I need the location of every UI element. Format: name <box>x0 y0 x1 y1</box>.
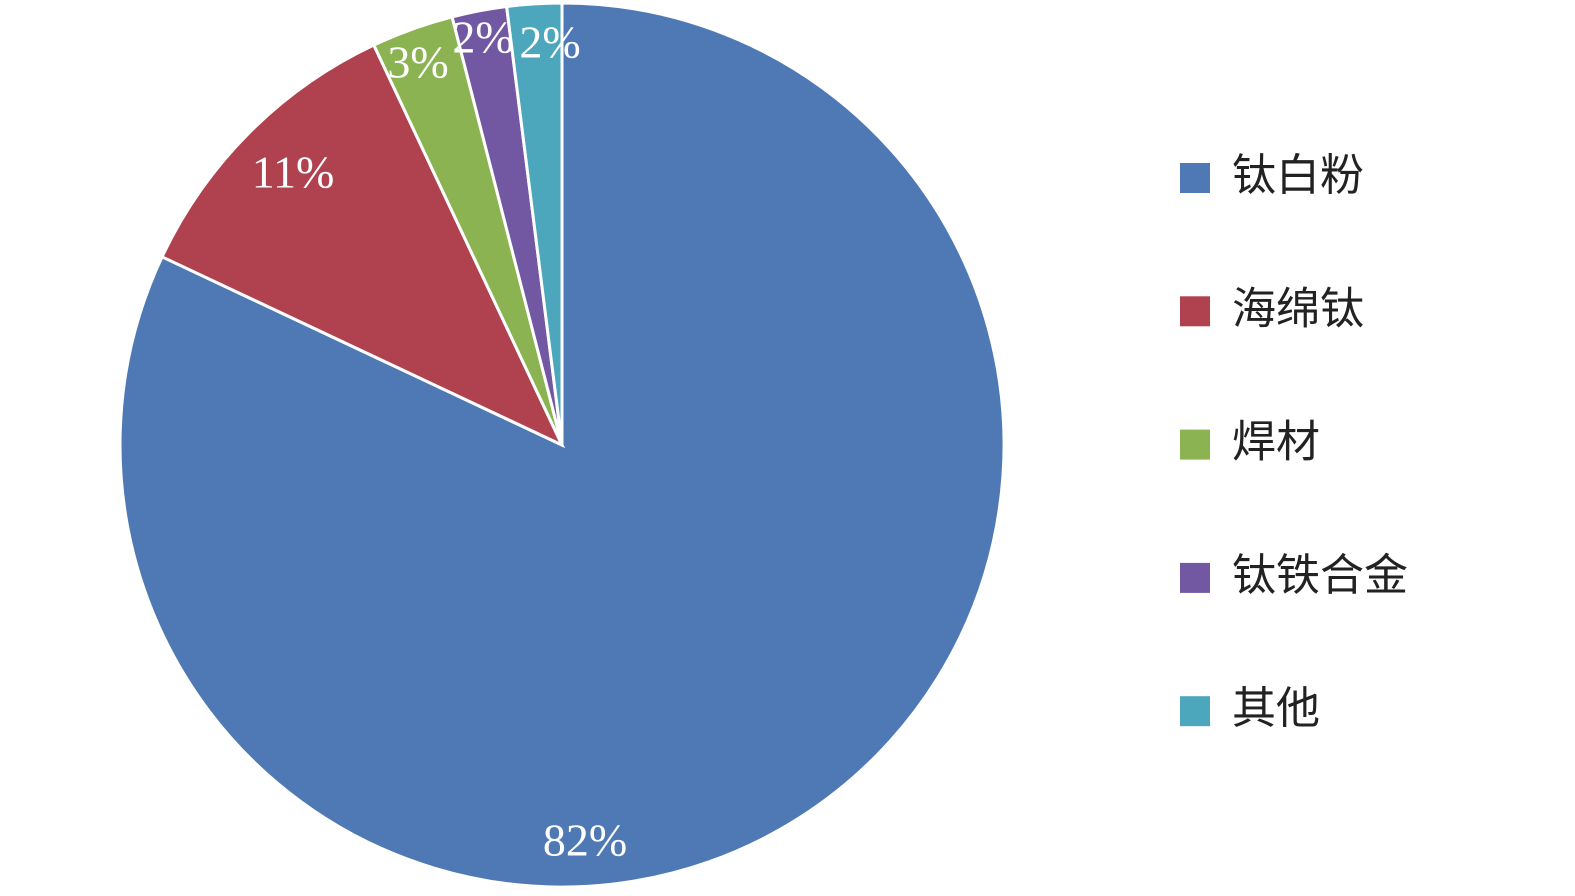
legend-swatch <box>1180 163 1210 193</box>
pie-slice <box>118 1 1006 889</box>
pie-slice <box>504 1 564 446</box>
data-label: 3% <box>387 37 448 88</box>
data-label: 82% <box>543 815 627 866</box>
pie-slice <box>160 43 566 449</box>
data-label: 2% <box>452 12 513 63</box>
legend-swatch <box>1180 696 1210 727</box>
legend-label: 海绵钛 <box>1232 283 1364 334</box>
legend-swatch <box>1180 429 1210 460</box>
legend-swatch <box>1180 562 1210 593</box>
legend-label: 其他 <box>1232 683 1320 734</box>
data-label: 11% <box>252 147 335 198</box>
data-label: 2% <box>519 17 580 68</box>
legend-label: 焊材 <box>1232 417 1320 468</box>
legend-label: 钛白粉 <box>1232 150 1364 201</box>
legend-swatch <box>1180 296 1210 327</box>
legend-label: 钛铁合金 <box>1232 550 1408 601</box>
